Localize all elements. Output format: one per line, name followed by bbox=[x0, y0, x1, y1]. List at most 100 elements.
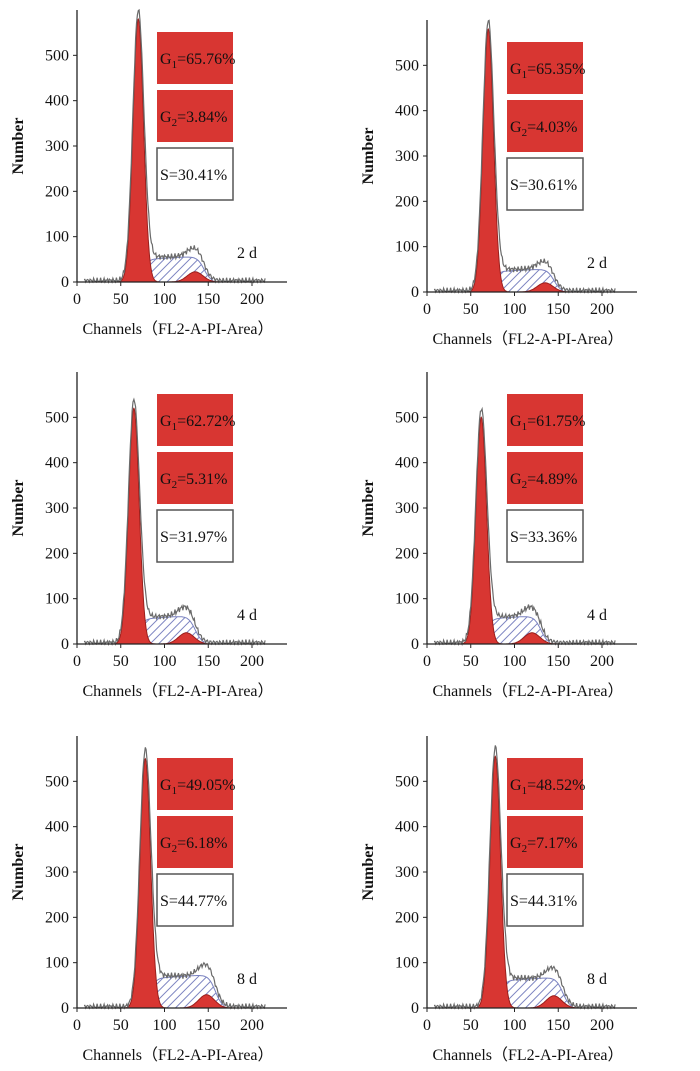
phase-box-g1 bbox=[507, 758, 583, 810]
phase-label-g1: G1=49.05% bbox=[160, 777, 235, 797]
y-tick-label: 300 bbox=[45, 138, 69, 155]
histogram-svg: 0 50 100 150 200 0 100 200 300 400 500 Channels（FL2… bbox=[360, 372, 637, 700]
phase-label-s: S=44.31% bbox=[510, 893, 577, 910]
y-tick-label: 400 bbox=[45, 819, 69, 836]
phase-box-s bbox=[156, 147, 234, 201]
x-tick-label: 150 bbox=[196, 291, 220, 308]
phase-box-g2 bbox=[507, 452, 583, 504]
y-tick-label: 300 bbox=[45, 500, 69, 517]
g1-peak bbox=[123, 757, 168, 1009]
y-tick-label: 200 bbox=[45, 909, 69, 926]
phase-box-g1 bbox=[157, 394, 233, 446]
x-tick-label: 150 bbox=[196, 1017, 220, 1034]
x-tick-label: 200 bbox=[240, 653, 264, 670]
phase-label-g1: G1=61.75% bbox=[510, 413, 585, 433]
x-tick-label: 50 bbox=[113, 653, 129, 670]
y-tick-label: 500 bbox=[395, 409, 419, 426]
histogram-panel-3: 0 50 100 150 200 0 100 200 300 400 500 Channels（FL2… bbox=[5, 364, 345, 704]
histogram-svg: 0 50 100 150 200 0 100 200 300 400 500 Channels（FL2… bbox=[360, 736, 637, 1064]
y-tick-label: 400 bbox=[395, 455, 419, 472]
day-label: 4 d bbox=[237, 607, 257, 624]
phase-label-g1: G1=65.35% bbox=[510, 61, 585, 81]
histogram-svg: 0 50 100 150 200 0 100 200 300 400 500 Channels（FL2… bbox=[10, 372, 287, 700]
histogram-svg: 0 50 100 150 200 0 100 200 300 400 500 Channels（FL2… bbox=[10, 8, 287, 338]
histogram-svg: 0 50 100 150 200 0 100 200 300 400 500 Channels（FL2… bbox=[10, 736, 287, 1064]
y-tick-label: 0 bbox=[61, 274, 69, 291]
y-tick-label: 300 bbox=[395, 864, 419, 881]
g1-peak bbox=[116, 17, 161, 283]
phase-label-s: S=30.41% bbox=[160, 167, 227, 184]
phase-box-g1 bbox=[157, 758, 233, 810]
x-axis-title: Channels（FL2-A-PI-Area） bbox=[82, 1046, 273, 1064]
x-tick-label: 100 bbox=[153, 653, 177, 670]
data-envelope-line bbox=[433, 406, 616, 647]
x-tick-label: 100 bbox=[503, 653, 527, 670]
y-tick-label: 500 bbox=[395, 773, 419, 790]
phase-box-g1 bbox=[157, 32, 233, 84]
x-tick-label: 0 bbox=[423, 653, 431, 670]
y-tick-label: 300 bbox=[45, 864, 69, 881]
y-tick-label: 200 bbox=[395, 193, 419, 210]
x-axis-title: Channels（FL2-A-PI-Area） bbox=[82, 320, 273, 338]
phase-box-g2 bbox=[157, 452, 233, 504]
y-tick-label: 200 bbox=[395, 545, 419, 562]
y-tick-label: 300 bbox=[395, 500, 419, 517]
x-tick-label: 100 bbox=[503, 1017, 527, 1034]
phase-label-g1: G1=48.52% bbox=[510, 777, 585, 797]
y-tick-label: 500 bbox=[45, 773, 69, 790]
phase-label-g2: G2=6.18% bbox=[160, 835, 227, 855]
y-axis-title: Number bbox=[360, 844, 377, 901]
data-envelope-line bbox=[83, 8, 266, 285]
histogram-svg: 0 50 100 150 200 0 100 200 300 400 500 Channels（FL2… bbox=[360, 19, 637, 348]
phase-label-g1: G1=65.76% bbox=[160, 51, 235, 71]
x-tick-label: 150 bbox=[546, 301, 570, 318]
day-label: 8 d bbox=[237, 971, 257, 988]
x-axis-title: Channels（FL2-A-PI-Area） bbox=[432, 330, 623, 348]
y-tick-label: 0 bbox=[411, 1000, 419, 1017]
g1-peak bbox=[466, 27, 511, 293]
x-tick-label: 0 bbox=[73, 653, 81, 670]
day-label: 8 d bbox=[587, 971, 607, 988]
y-tick-label: 200 bbox=[45, 183, 69, 200]
y-tick-label: 100 bbox=[45, 591, 69, 608]
phase-box-s bbox=[506, 157, 584, 211]
y-tick-label: 0 bbox=[411, 636, 419, 653]
phase-box-s bbox=[156, 509, 234, 563]
histogram-panel-1: 0 50 100 150 200 0 100 200 300 400 500 Channels（FL2… bbox=[5, 2, 345, 342]
histogram-panel-4: 0 50 100 150 200 0 100 200 300 400 500 Channels（FL2… bbox=[355, 364, 695, 704]
phase-box-g2 bbox=[507, 816, 583, 868]
phase-label-g2: G2=7.17% bbox=[510, 835, 577, 855]
histogram-panel-5: 0 50 100 150 200 0 100 200 300 400 500 Channels（FL2… bbox=[5, 728, 345, 1068]
phase-box-g1 bbox=[507, 394, 583, 446]
histogram-panel-6: 0 50 100 150 200 0 100 200 300 400 500 Channels（FL2… bbox=[355, 728, 695, 1068]
phase-box-g2 bbox=[157, 90, 233, 142]
data-envelope-line bbox=[83, 747, 266, 1011]
phase-label-g2: G2=5.31% bbox=[160, 471, 227, 491]
y-tick-label: 400 bbox=[45, 93, 69, 110]
phase-label-s: S=44.77% bbox=[160, 893, 227, 910]
y-axis-title: Number bbox=[10, 118, 27, 175]
y-tick-label: 400 bbox=[395, 103, 419, 120]
y-tick-label: 400 bbox=[45, 455, 69, 472]
phase-box-s bbox=[156, 873, 234, 927]
x-tick-label: 50 bbox=[113, 291, 129, 308]
g2-peak bbox=[505, 632, 559, 645]
data-envelope-line bbox=[433, 19, 616, 295]
x-axis-title: Channels（FL2-A-PI-Area） bbox=[82, 682, 273, 700]
y-axis-title: Number bbox=[10, 480, 27, 537]
y-tick-label: 100 bbox=[395, 591, 419, 608]
y-tick-label: 100 bbox=[395, 239, 419, 256]
y-tick-label: 0 bbox=[61, 636, 69, 653]
g1-peak bbox=[459, 416, 504, 645]
phase-label-g2: G2=3.84% bbox=[160, 109, 227, 129]
x-axis-title: Channels（FL2-A-PI-Area） bbox=[432, 1046, 623, 1064]
g2-peak bbox=[179, 994, 234, 1009]
x-tick-label: 0 bbox=[73, 291, 81, 308]
data-envelope-line bbox=[433, 745, 616, 1011]
x-axis-title: Channels（FL2-A-PI-Area） bbox=[432, 682, 623, 700]
day-label: 4 d bbox=[587, 607, 607, 624]
phase-label-s: S=31.97% bbox=[160, 529, 227, 546]
histogram-panel-2: 0 50 100 150 200 0 100 200 300 400 500 Channels（FL2… bbox=[355, 12, 695, 352]
x-tick-label: 0 bbox=[423, 301, 431, 318]
x-tick-label: 150 bbox=[546, 1017, 570, 1034]
